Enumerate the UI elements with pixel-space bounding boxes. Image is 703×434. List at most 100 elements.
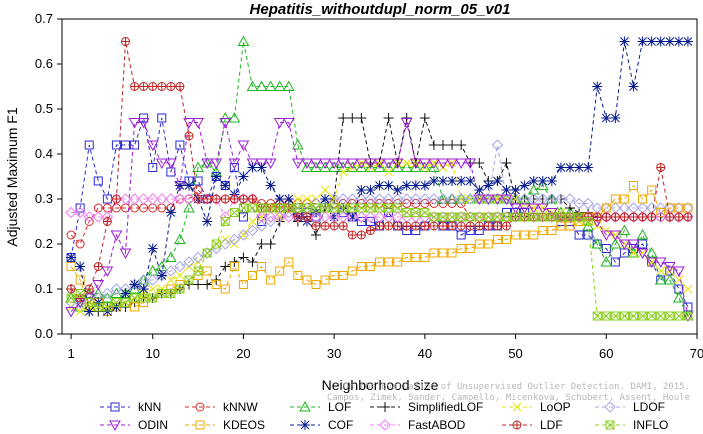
data-point xyxy=(121,37,130,46)
data-point xyxy=(237,229,250,241)
data-point xyxy=(663,262,676,273)
data-point xyxy=(184,275,194,285)
data-point xyxy=(536,203,549,215)
data-point xyxy=(302,212,312,222)
data-point xyxy=(592,81,603,92)
data-point xyxy=(148,293,158,303)
data-point xyxy=(537,176,548,186)
data-point xyxy=(383,180,394,191)
data-point xyxy=(583,230,593,240)
data-point xyxy=(373,158,386,170)
data-point xyxy=(202,194,212,204)
data-point xyxy=(383,113,394,123)
data-point xyxy=(674,284,684,294)
data-point xyxy=(655,211,667,223)
data-point xyxy=(248,271,257,280)
data-point xyxy=(247,162,258,173)
data-point xyxy=(246,224,259,237)
data-point xyxy=(402,221,412,231)
legend-label: LOF xyxy=(328,400,351,414)
data-point xyxy=(446,158,458,170)
data-point xyxy=(420,253,430,262)
data-point xyxy=(302,194,312,204)
data-point xyxy=(502,221,511,231)
data-point xyxy=(293,203,303,213)
legend-marker xyxy=(299,400,311,412)
data-point xyxy=(356,262,366,271)
data-point xyxy=(220,217,230,226)
data-point xyxy=(647,212,657,222)
data-point xyxy=(192,161,204,172)
data-point xyxy=(283,194,294,204)
data-point xyxy=(92,280,105,291)
legend-label: kNN xyxy=(138,400,161,414)
data-point xyxy=(464,158,477,170)
data-point xyxy=(157,289,167,298)
y-axis-title: Adjusted Maximum F1 xyxy=(4,107,20,246)
series-inflo xyxy=(66,203,693,321)
data-point xyxy=(529,212,539,222)
data-point xyxy=(120,288,131,299)
data-point xyxy=(157,113,167,123)
data-point xyxy=(683,212,693,222)
x-tick-label: 20 xyxy=(236,346,250,361)
data-point xyxy=(529,230,539,240)
data-point xyxy=(238,280,248,289)
data-point xyxy=(538,212,548,222)
data-point xyxy=(274,211,286,223)
data-point xyxy=(583,217,593,226)
data-point xyxy=(93,302,103,312)
data-point xyxy=(410,193,422,205)
data-point xyxy=(428,140,439,150)
data-point xyxy=(546,193,558,205)
data-point xyxy=(665,311,675,321)
data-point xyxy=(384,167,393,177)
data-point xyxy=(636,228,649,240)
data-point xyxy=(319,161,331,172)
data-point xyxy=(456,176,467,186)
legend: kNN kNNW LOF SimplifiedLOF LoOP LDOF ODIN KDEOS… xyxy=(100,400,668,432)
data-point xyxy=(311,203,321,213)
y-tick-label: 0.3 xyxy=(35,191,53,206)
legend-marker xyxy=(380,402,390,412)
data-point xyxy=(384,221,394,231)
legend-item-cof: COF xyxy=(290,418,353,432)
data-point xyxy=(456,244,466,253)
data-point xyxy=(229,262,239,271)
data-point xyxy=(683,311,693,321)
data-point xyxy=(347,230,357,240)
data-point xyxy=(264,158,277,170)
data-point xyxy=(429,221,439,231)
data-point xyxy=(610,257,620,267)
data-point xyxy=(492,212,502,222)
series-line-fastabod xyxy=(71,198,688,219)
data-point xyxy=(393,257,403,267)
data-point xyxy=(256,239,267,249)
data-point xyxy=(519,180,530,191)
data-point xyxy=(618,239,631,251)
legend-item-loop: LoOP xyxy=(502,400,571,414)
data-point xyxy=(610,311,620,321)
data-point xyxy=(673,36,684,47)
data-point xyxy=(356,113,367,123)
data-point xyxy=(373,161,386,172)
data-point xyxy=(282,80,295,91)
data-point xyxy=(527,203,540,215)
data-point xyxy=(438,140,448,150)
data-point xyxy=(174,180,185,191)
legend-label: kNNW xyxy=(223,400,258,414)
data-point xyxy=(156,270,167,281)
data-point xyxy=(592,212,602,222)
data-point xyxy=(174,233,186,244)
data-point xyxy=(292,138,304,150)
data-point xyxy=(220,194,230,204)
legend-label: LDF xyxy=(540,418,563,432)
data-point xyxy=(147,193,159,205)
data-point xyxy=(264,80,277,91)
data-point xyxy=(582,197,594,210)
series-line-ldof xyxy=(71,144,688,303)
data-point xyxy=(483,239,493,249)
data-point xyxy=(66,230,76,240)
data-point xyxy=(283,211,295,223)
legend-label: COF xyxy=(328,418,353,432)
